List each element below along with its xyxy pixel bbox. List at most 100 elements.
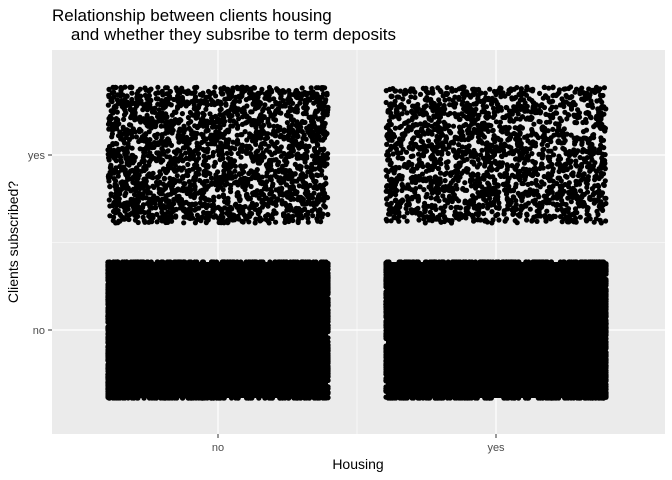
data-point: [396, 218, 402, 224]
data-point: [316, 184, 322, 190]
data-point: [537, 90, 543, 96]
data-point: [553, 202, 559, 208]
data-point: [195, 123, 201, 129]
data-point: [107, 184, 113, 190]
data-point: [321, 182, 327, 188]
data-point: [129, 90, 135, 96]
data-point: [105, 302, 111, 308]
data-point: [105, 262, 111, 268]
data-point: [577, 154, 583, 161]
data-point: [383, 361, 389, 367]
data-point: [272, 259, 278, 265]
data-point: [475, 134, 481, 140]
data-point: [489, 209, 495, 215]
data-point: [269, 103, 275, 110]
data-point: [212, 84, 218, 90]
data-point: [526, 96, 533, 102]
data-point: [323, 111, 329, 117]
data-point: [122, 167, 128, 173]
data-point: [130, 160, 136, 166]
data-point: [163, 170, 169, 176]
data-point: [383, 302, 389, 308]
data-point: [557, 165, 563, 171]
data-point: [320, 191, 326, 197]
data-point: [127, 84, 133, 90]
data-point: [439, 151, 445, 157]
data-point: [122, 192, 128, 199]
data-point: [568, 259, 575, 265]
data-point: [446, 144, 452, 150]
data-point: [105, 373, 111, 379]
data-point: [180, 165, 186, 171]
data-point: [416, 212, 423, 218]
data-point: [149, 153, 155, 159]
data-point: [263, 92, 269, 99]
data-point: [126, 159, 132, 165]
data-point: [167, 180, 173, 186]
data-point: [273, 187, 279, 193]
data-point: [415, 198, 421, 204]
data-point: [447, 395, 453, 401]
data-point: [116, 196, 122, 202]
data-point: [580, 129, 587, 135]
data-point: [249, 93, 255, 99]
data-point: [325, 319, 331, 325]
data-point: [554, 191, 560, 197]
data-point: [441, 214, 447, 220]
data-point: [292, 259, 298, 265]
data-point: [178, 153, 184, 159]
data-point: [534, 208, 540, 214]
data-point: [106, 115, 112, 122]
data-point: [272, 150, 278, 156]
data-point: [243, 259, 249, 265]
data-point: [186, 259, 192, 265]
data-point: [130, 259, 136, 265]
data-point: [164, 154, 170, 160]
data-point: [482, 158, 488, 164]
data-point: [383, 295, 389, 301]
data-point: [419, 108, 425, 114]
data-point: [545, 154, 551, 160]
data-point: [192, 220, 198, 226]
data-point: [471, 161, 477, 167]
data-point: [316, 166, 323, 172]
data-point: [238, 154, 244, 160]
data-point: [428, 185, 434, 191]
data-point: [205, 210, 211, 216]
data-point: [137, 146, 143, 152]
data-point: [260, 150, 266, 156]
data-point: [142, 85, 148, 91]
data-point: [155, 196, 161, 202]
data-point: [145, 145, 151, 151]
data-point: [183, 155, 189, 161]
data-point: [294, 212, 300, 218]
data-point: [460, 185, 466, 192]
point-group-yes-no: [383, 259, 609, 401]
data-point: [530, 86, 536, 92]
data-point: [302, 151, 308, 157]
data-point: [207, 197, 213, 203]
data-point: [441, 188, 447, 194]
data-point: [399, 187, 405, 194]
data-point: [155, 174, 161, 181]
data-point: [531, 100, 537, 106]
data-point: [456, 160, 462, 166]
data-point: [140, 214, 146, 220]
data-point: [447, 110, 453, 116]
data-point: [249, 155, 255, 161]
data-point: [231, 162, 237, 168]
data-point: [292, 171, 298, 177]
data-point: [487, 174, 493, 180]
data-point: [450, 123, 457, 129]
data-point: [392, 167, 398, 173]
data-point: [105, 324, 111, 330]
data-point: [400, 136, 406, 142]
data-point: [573, 182, 580, 188]
data-point: [281, 128, 287, 134]
data-point: [186, 179, 192, 185]
data-point: [232, 215, 238, 221]
data-point: [203, 186, 209, 192]
data-point: [325, 358, 331, 364]
data-point: [210, 208, 216, 214]
data-point: [468, 395, 475, 401]
